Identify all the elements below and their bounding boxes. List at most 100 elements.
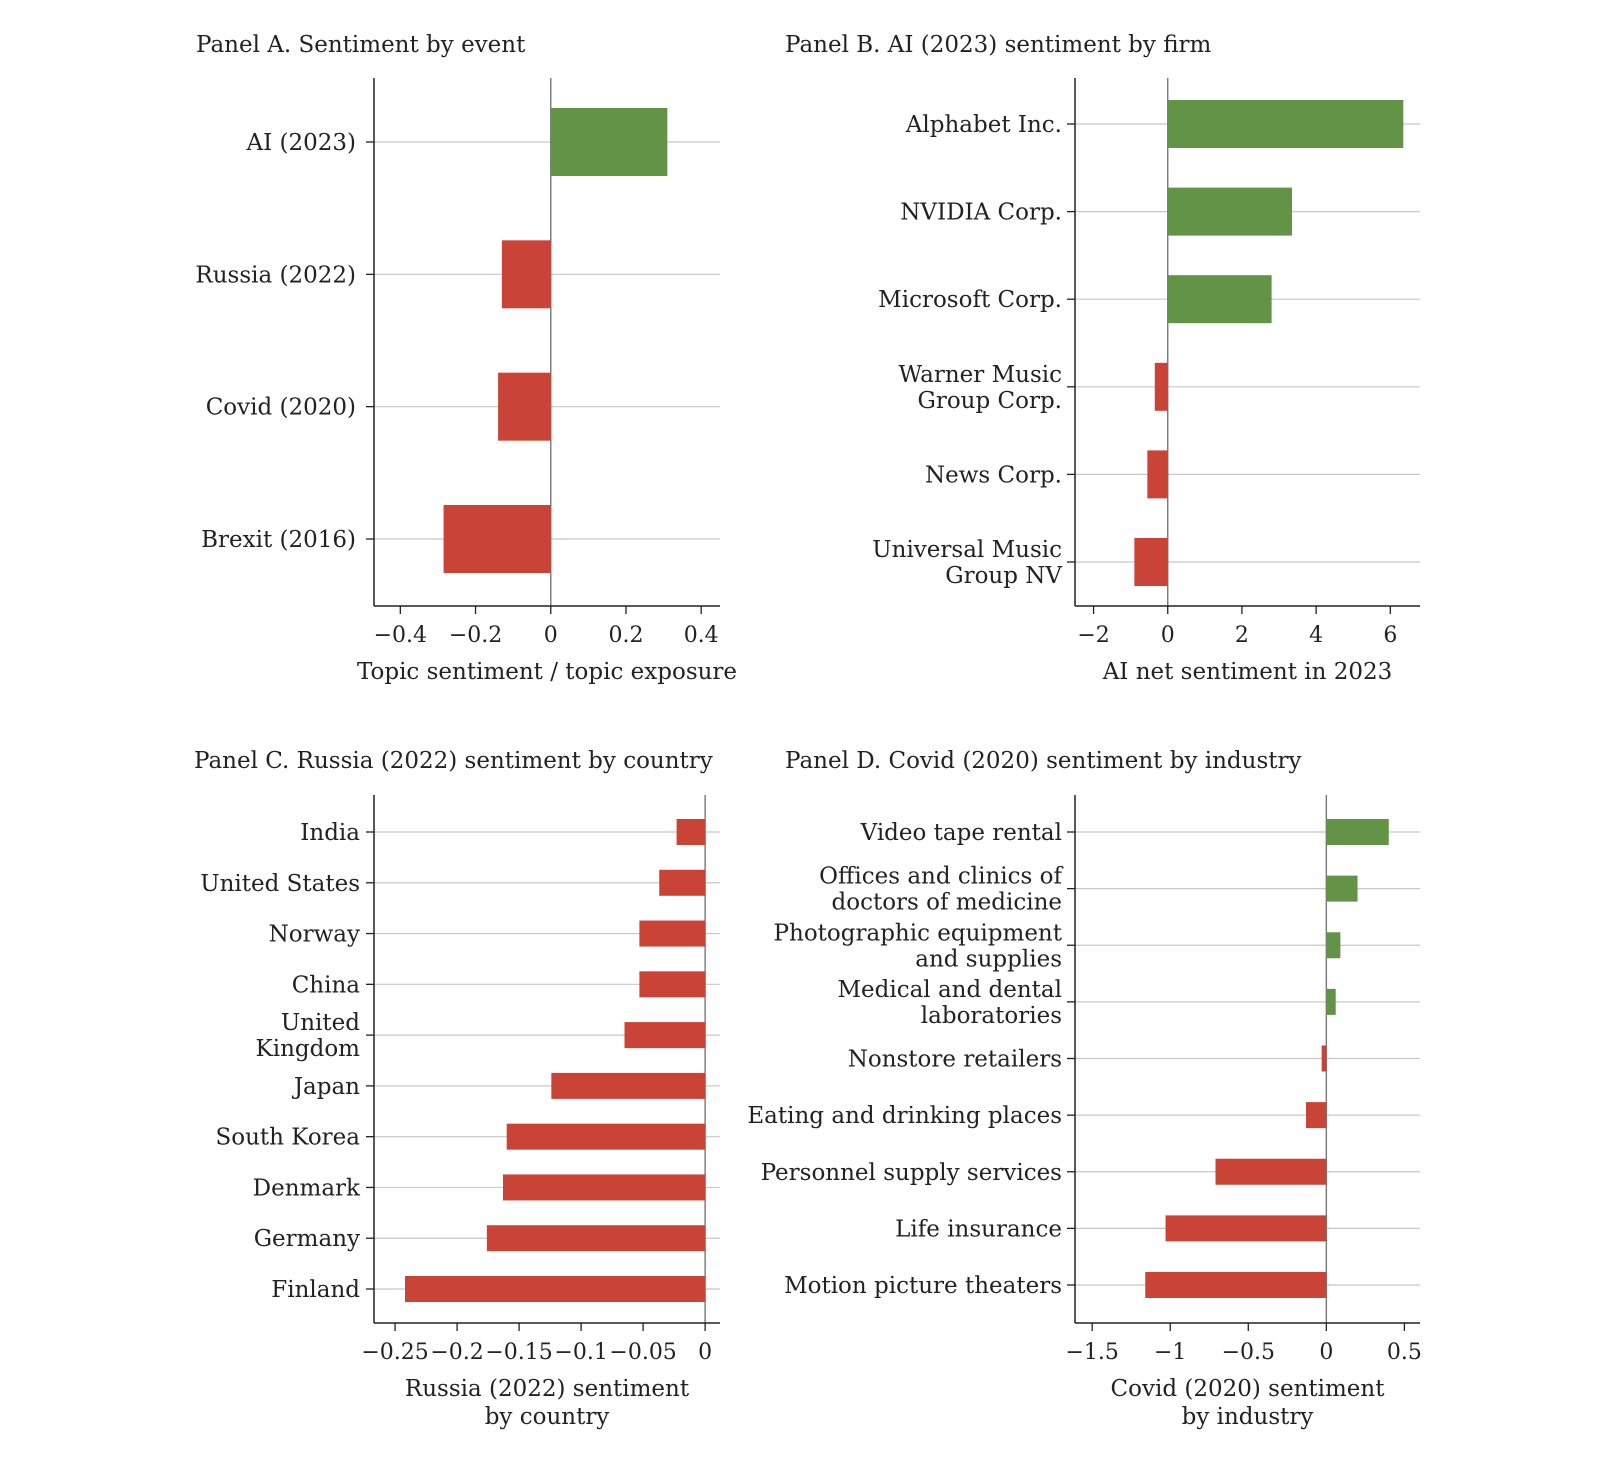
bar xyxy=(498,372,551,441)
category-label: laboratories xyxy=(921,1003,1062,1029)
category-label: Alphabet Inc. xyxy=(905,112,1062,138)
panel-d-title: Panel D. Covid (2020) sentiment by indus… xyxy=(785,748,1302,774)
bar xyxy=(1215,1158,1327,1185)
category-label: doctors of medicine xyxy=(832,890,1062,916)
x-tick-label: 0.5 xyxy=(1387,1340,1422,1365)
category-label: Brexit (2016) xyxy=(201,527,356,553)
bar xyxy=(1167,187,1293,236)
category-label: Group NV xyxy=(945,563,1062,589)
x-tick-label: −0.1 xyxy=(554,1340,607,1365)
panel-c-marks: India United States Norway China UnitedKingd… xyxy=(200,795,720,1430)
panel-b-marks: Alphabet Inc. NVIDIA Corp. Microsoft Corp.… xyxy=(872,78,1420,685)
category-label: Life insurance xyxy=(895,1216,1062,1242)
bar xyxy=(551,1072,706,1099)
x-axis-title: Covid (2020) sentiment xyxy=(1111,1376,1386,1402)
category-label: Offices and clinics of xyxy=(819,864,1063,890)
x-axis-title: Topic sentiment / topic exposure xyxy=(357,659,737,685)
bar xyxy=(639,971,706,998)
category-label: Medical and dental xyxy=(837,977,1062,1003)
panel-b: Panel B. AI (2023) sentiment by firm Alp… xyxy=(785,32,1420,685)
category-label: Denmark xyxy=(253,1175,361,1201)
bar xyxy=(502,1174,706,1201)
category-label: United xyxy=(281,1010,360,1036)
category-label: India xyxy=(300,820,360,846)
bar xyxy=(501,240,551,309)
x-tick-label: −0.5 xyxy=(1222,1340,1275,1365)
bar xyxy=(1321,1045,1327,1072)
x-tick-label: −1 xyxy=(1154,1340,1186,1365)
x-tick-label: −0.2 xyxy=(449,623,502,648)
x-tick-label: −1.5 xyxy=(1065,1340,1118,1365)
category-label: Russia (2022) xyxy=(195,262,356,288)
panel-c-title: Panel C. Russia (2022) sentiment by coun… xyxy=(194,748,713,774)
bar xyxy=(506,1123,706,1150)
category-label: Motion picture theaters xyxy=(784,1273,1062,1299)
category-label: Finland xyxy=(271,1277,360,1303)
x-tick-label: −0.2 xyxy=(430,1340,483,1365)
category-label: Nonstore retailers xyxy=(848,1047,1062,1073)
bar xyxy=(1167,275,1272,324)
category-label: Video tape rental xyxy=(860,820,1062,846)
x-tick-label: 4 xyxy=(1309,623,1323,648)
x-tick-label: −0.25 xyxy=(361,1340,428,1365)
x-axis-title: AI net sentiment in 2023 xyxy=(1102,659,1393,685)
panel-b-title: Panel B. AI (2023) sentiment by firm xyxy=(785,32,1212,58)
bar xyxy=(1147,450,1168,499)
category-label: Norway xyxy=(269,922,360,948)
category-label: and supplies xyxy=(915,946,1062,972)
bar xyxy=(639,920,706,947)
category-label: AI (2023) xyxy=(246,130,357,156)
bar xyxy=(1134,538,1168,586)
bar xyxy=(405,1276,706,1302)
bar xyxy=(443,505,551,573)
category-label: News Corp. xyxy=(925,462,1062,488)
bar xyxy=(550,108,668,176)
x-tick-label: 6 xyxy=(1383,623,1397,648)
panel-a: Panel A. Sentiment by event AI (2023) Rus… xyxy=(195,32,737,685)
category-label: China xyxy=(292,972,361,998)
x-tick-label: −0.4 xyxy=(374,623,427,648)
x-axis-title: by country xyxy=(485,1404,610,1430)
x-tick-label: 0 xyxy=(1161,623,1175,648)
category-label: Japan xyxy=(292,1074,360,1100)
panel-c: Panel C. Russia (2022) sentiment by coun… xyxy=(194,748,720,1430)
x-tick-label: 0.4 xyxy=(684,623,719,648)
category-label: Personnel supply services xyxy=(761,1160,1062,1186)
category-label: South Korea xyxy=(215,1125,360,1151)
category-label: Microsoft Corp. xyxy=(878,287,1062,313)
bar xyxy=(1326,988,1336,1015)
bar xyxy=(1326,932,1341,959)
x-tick-label: 0 xyxy=(544,623,558,648)
bar xyxy=(1145,1272,1327,1298)
x-tick-label: 0 xyxy=(698,1340,712,1365)
bar xyxy=(1154,362,1168,411)
x-axis-title: by industry xyxy=(1182,1404,1314,1430)
category-label: United States xyxy=(200,871,360,897)
category-label: Kingdom xyxy=(256,1036,361,1062)
x-tick-label: −0.05 xyxy=(609,1340,676,1365)
panel-a-marks: AI (2023) Russia (2022) Covid (2020) Brexit… xyxy=(195,78,737,685)
bar xyxy=(486,1225,706,1252)
category-label: Eating and drinking places xyxy=(747,1103,1062,1129)
bar xyxy=(1165,1215,1327,1242)
bar xyxy=(1326,819,1389,845)
panel-d: Panel D. Covid (2020) sentiment by indus… xyxy=(747,748,1422,1430)
bar xyxy=(1167,100,1404,148)
x-tick-label: 2 xyxy=(1235,623,1249,648)
bar xyxy=(1306,1102,1327,1129)
category-label: Group Corp. xyxy=(917,388,1062,414)
bar xyxy=(659,869,706,896)
category-label: Germany xyxy=(254,1226,360,1252)
category-label: Universal Music xyxy=(872,537,1062,563)
bar xyxy=(676,819,706,845)
category-label: Photographic equipment xyxy=(774,920,1063,946)
x-tick-label: −2 xyxy=(1077,623,1109,648)
panel-d-marks: Video tape rental Offices and clinics ofd… xyxy=(747,795,1422,1430)
x-tick-label: −0.15 xyxy=(485,1340,552,1365)
category-label: NVIDIA Corp. xyxy=(900,200,1062,226)
x-axis-title: Russia (2022) sentiment xyxy=(405,1376,690,1402)
bar xyxy=(1326,875,1358,902)
category-label: Covid (2020) xyxy=(206,395,356,421)
x-tick-label: 0.2 xyxy=(608,623,643,648)
